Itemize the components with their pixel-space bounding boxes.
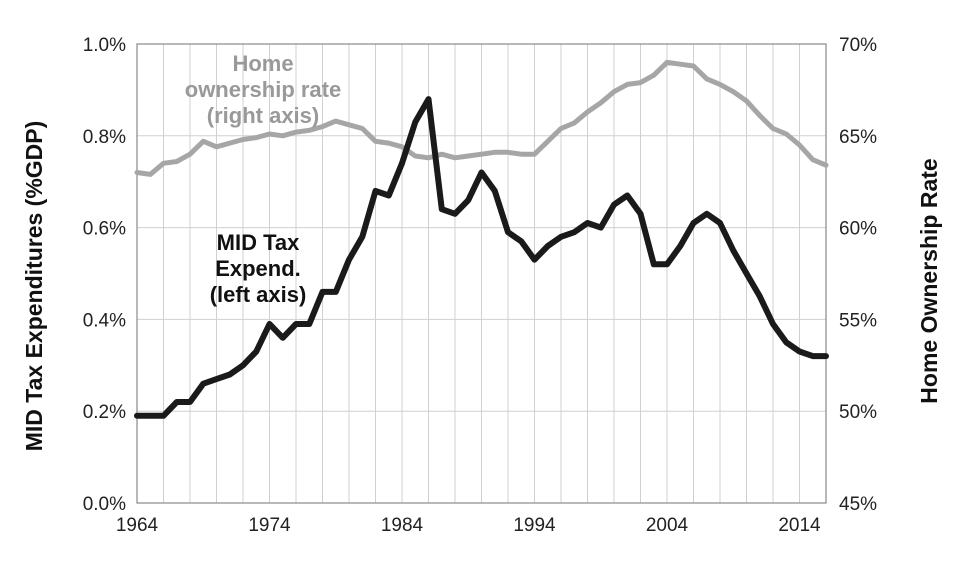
annotation-right-line-3: (right axis) <box>207 103 319 128</box>
x-axis-ticks: 1964 1974 1984 1994 2004 2014 <box>116 515 821 536</box>
right-tick-label: 60% <box>839 219 877 240</box>
annotation-right-line-1: Home <box>232 51 293 76</box>
annotation-left-line-3: (left axis) <box>210 282 307 307</box>
annotation-right-line-2: ownership rate <box>185 77 341 102</box>
right-tick-label: 65% <box>839 127 877 148</box>
annotation-left-line-2: Expend. <box>215 256 301 281</box>
left-series-annotation: MID Tax Expend. (left axis) <box>210 230 307 307</box>
x-tick-label: 2014 <box>778 515 821 536</box>
left-tick-label: 0.8% <box>83 127 126 148</box>
left-tick-label: 0.0% <box>83 494 126 515</box>
left-tick-label: 0.2% <box>83 402 126 423</box>
left-tick-label: 0.6% <box>83 219 126 240</box>
home-ownership-rate-line <box>134 59 829 177</box>
x-tick-label: 1964 <box>116 515 159 536</box>
mid-tax-expenditure-line <box>134 96 829 419</box>
right-tick-label: 45% <box>839 494 877 515</box>
right-axis-title: Home Ownership Rate <box>916 158 942 403</box>
left-axis-ticks: 0.0% 0.2% 0.4% 0.6% 0.8% 1.0% <box>83 35 126 515</box>
x-tick-label: 1994 <box>513 515 556 536</box>
x-tick-label: 1984 <box>381 515 424 536</box>
left-tick-label: 0.4% <box>83 310 126 331</box>
series-lines <box>134 59 829 419</box>
left-axis-title: MID Tax Expenditures (%GDP) <box>21 121 47 452</box>
annotation-left-line-1: MID Tax <box>217 230 300 255</box>
right-tick-label: 50% <box>839 402 877 423</box>
x-tick-label: 2004 <box>646 515 689 536</box>
right-series-annotation: Home ownership rate (right axis) <box>185 51 341 128</box>
plot-area-frame <box>136 43 827 504</box>
right-tick-label: 70% <box>839 35 877 56</box>
right-tick-label: 55% <box>839 310 877 331</box>
left-tick-label: 1.0% <box>83 35 126 56</box>
x-tick-label: 1974 <box>248 515 291 536</box>
right-axis-ticks: 45% 50% 55% 60% 65% 70% <box>839 35 877 515</box>
